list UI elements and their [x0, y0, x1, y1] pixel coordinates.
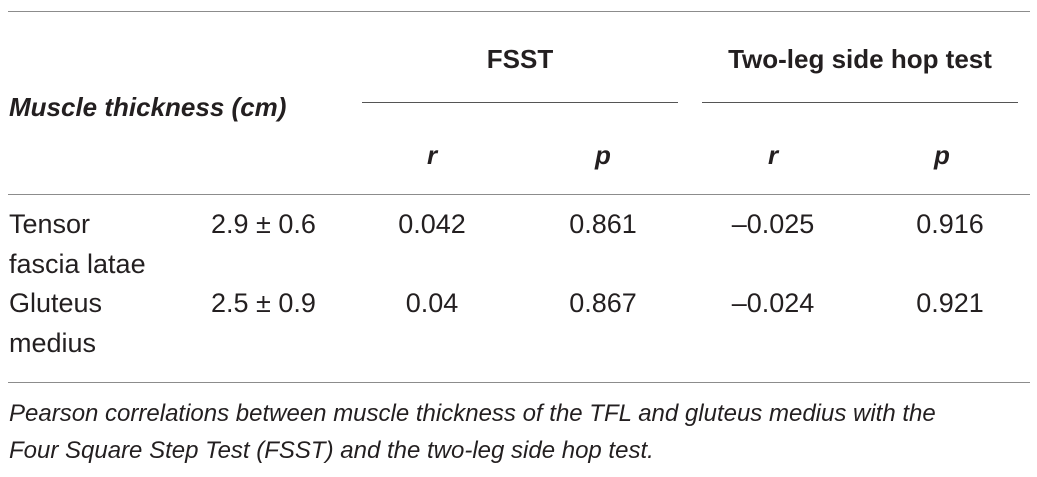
fsst-r-value: 0.04 — [405, 288, 459, 318]
group-rule-fsst — [362, 102, 678, 103]
hop-r-value: –0.025 — [731, 209, 815, 239]
group-rule-hop-test — [702, 102, 1018, 103]
table-row: Gluteus medius 2.5 ± 0.9 0.04 0.867 –0.0… — [0, 283, 1037, 363]
muscle-name-line1: Tensor — [9, 209, 91, 239]
hop-r-value: –0.024 — [731, 288, 815, 318]
thickness-value: 2.5 ± 0.9 — [211, 288, 316, 318]
thickness-value: 2.9 ± 0.6 — [211, 209, 316, 239]
hop-p-value: 0.916 — [916, 209, 984, 239]
muscle-name-line1: Gluteus — [9, 288, 103, 318]
group-header-fsst: FSST — [486, 44, 554, 74]
fsst-p-value: 0.861 — [569, 209, 637, 239]
row-header-label: Muscle thickness (cm) — [9, 92, 287, 122]
fsst-p-value: 0.867 — [569, 288, 637, 318]
group-header-hop-test: Two-leg side hop test — [728, 44, 992, 74]
table-row: Tensor fascia latae 2.9 ± 0.6 0.042 0.86… — [0, 204, 1037, 284]
table-bottom-rule — [8, 382, 1030, 383]
caption-line-1: Pearson correlations between muscle thic… — [9, 400, 936, 427]
fsst-r-value: 0.042 — [398, 209, 466, 239]
subheader-fsst-r: r — [426, 140, 438, 170]
caption-line-2: Four Square Step Test (FSST) and the two… — [9, 437, 654, 464]
subheader-fsst-p: p — [595, 140, 611, 170]
subheader-hop-p: p — [934, 140, 950, 170]
subheader-hop-r: r — [767, 140, 779, 170]
table-top-rule — [8, 11, 1030, 12]
hop-p-value: 0.921 — [916, 288, 984, 318]
muscle-name-line2: medius — [9, 328, 97, 358]
table-caption: Pearson correlations between muscle thic… — [9, 395, 1029, 469]
muscle-name-line2: fascia latae — [9, 249, 146, 279]
header-bottom-rule — [8, 194, 1030, 195]
